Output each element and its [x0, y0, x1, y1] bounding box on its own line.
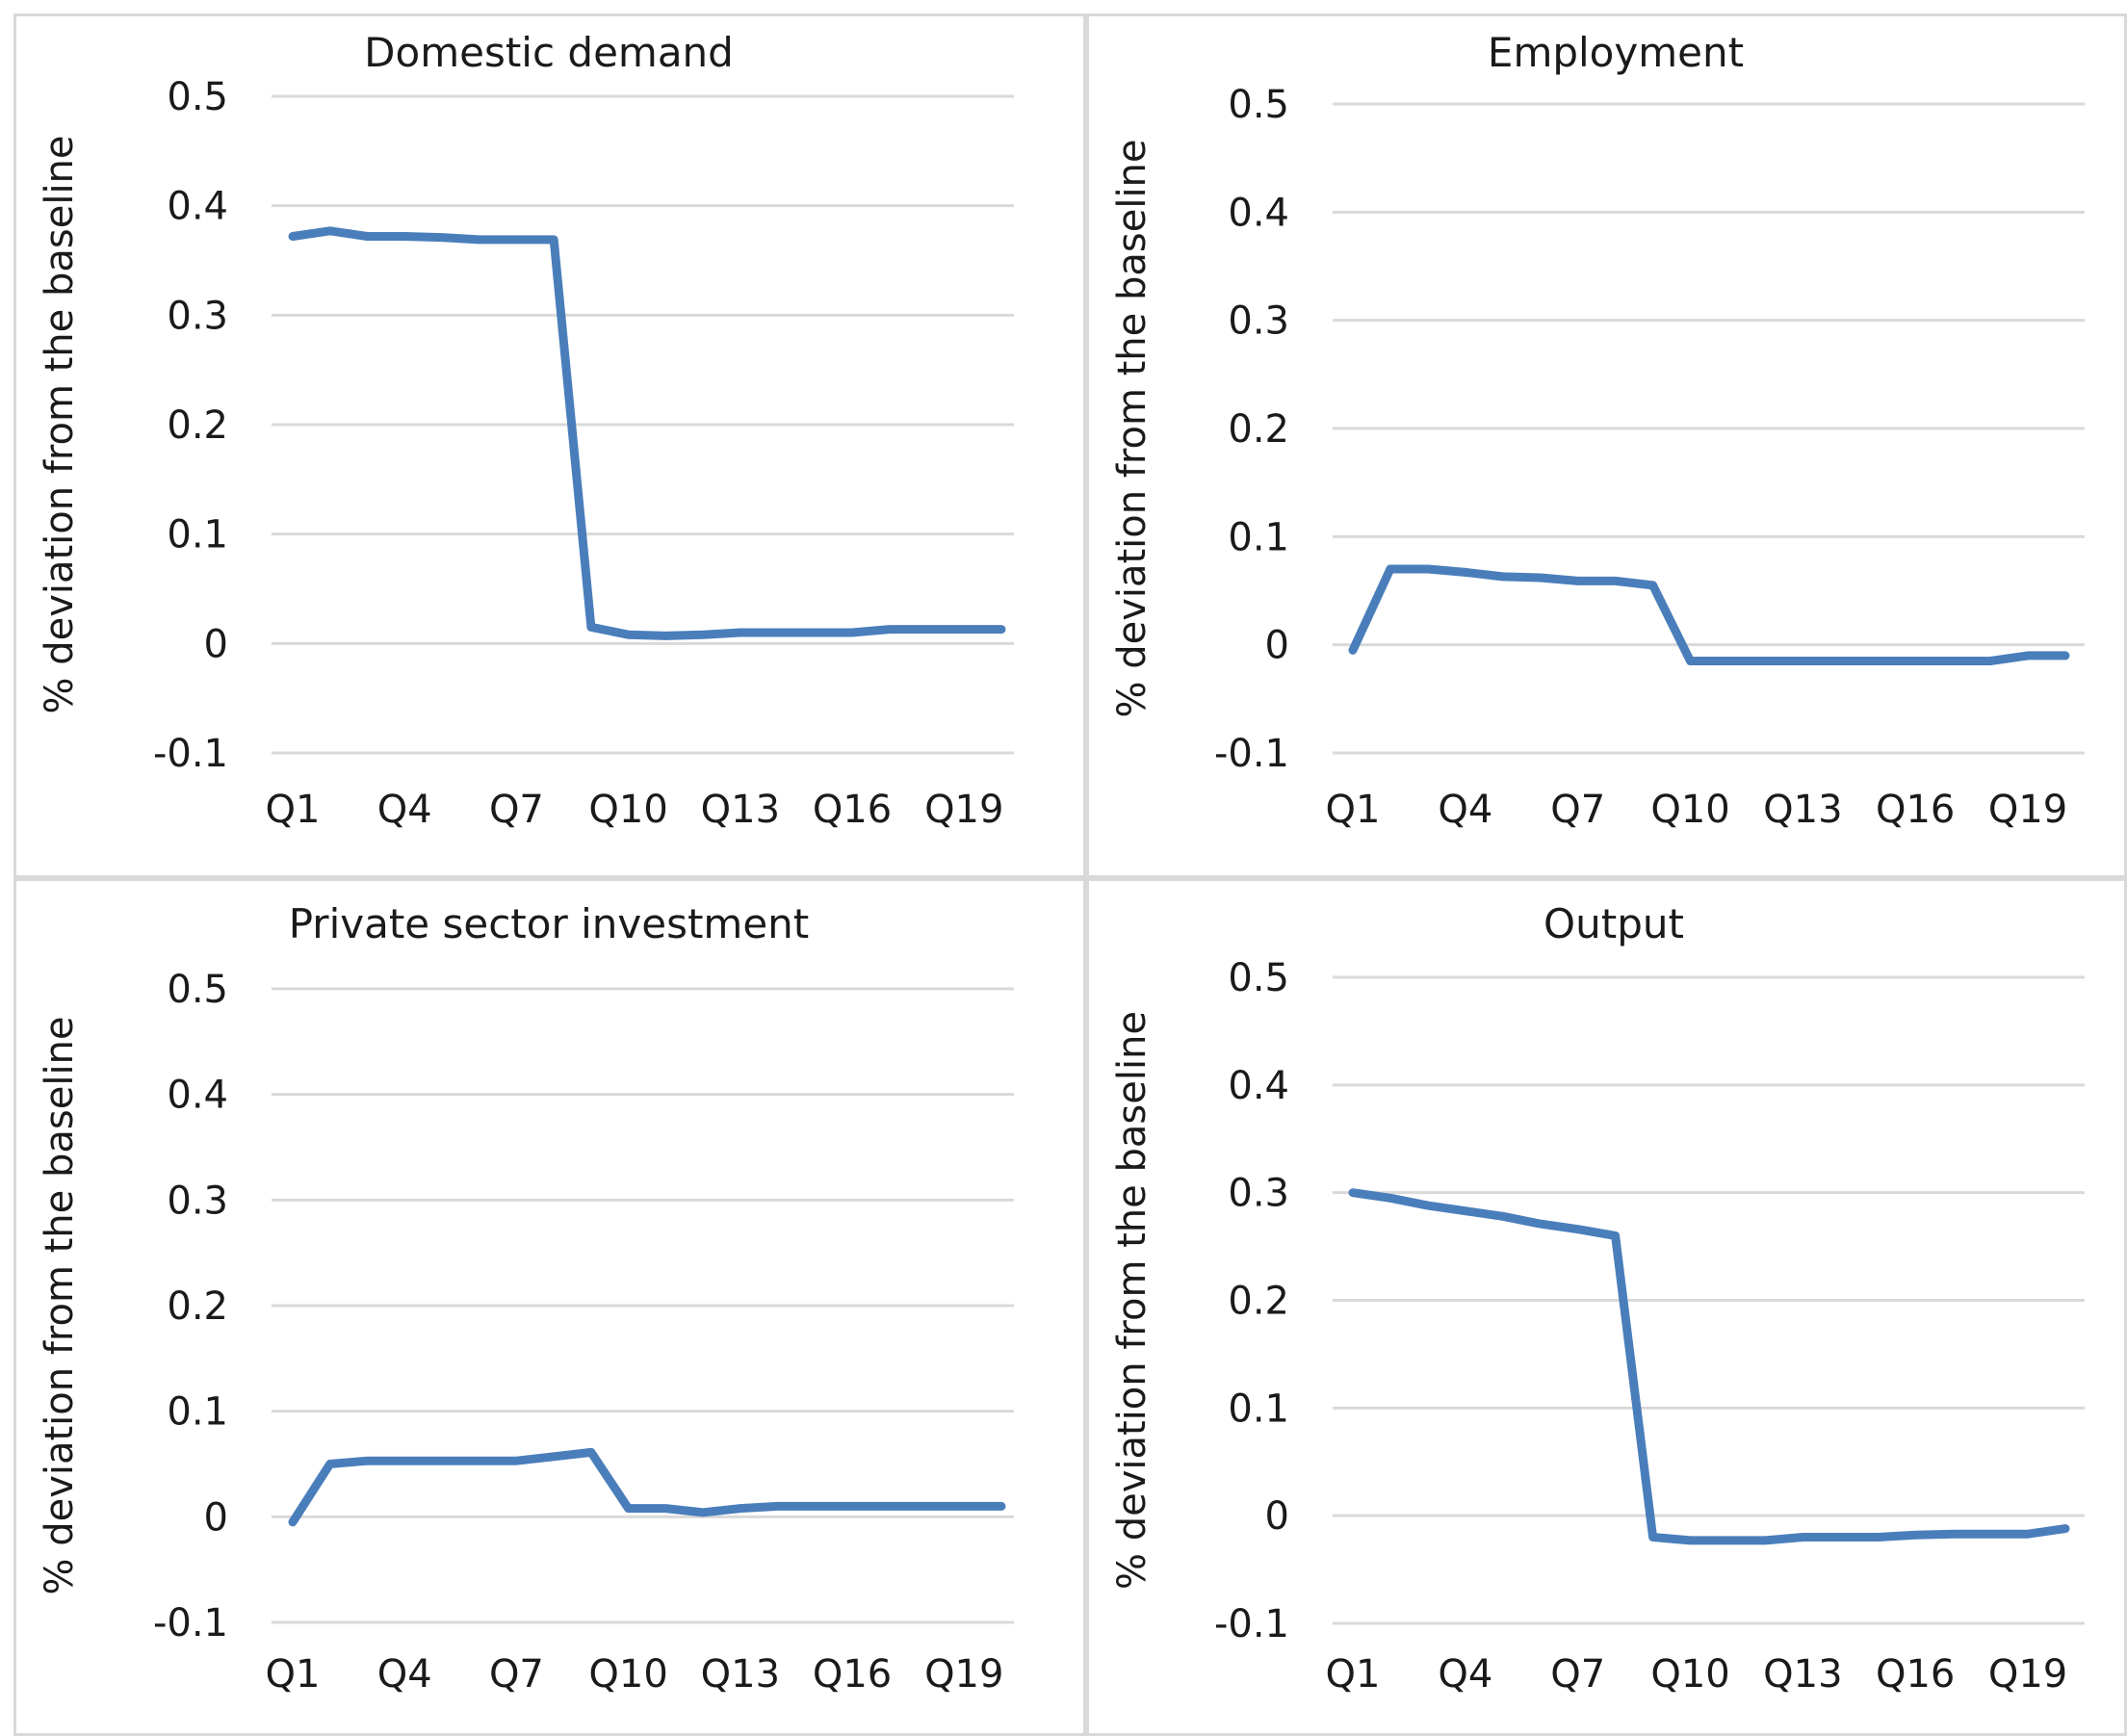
y-tick-label: 0.2: [167, 1284, 228, 1329]
x-tick-label: Q4: [377, 788, 432, 832]
y-tick-label: 0.4: [1228, 1064, 1289, 1108]
chart-svg: 0.5 0.4 0.3 0.2 0.1 0 -0.1 Q1 Q4 Q7 Q10 Q13 Q16 Q19 Pr…: [38, 900, 1014, 1697]
y-tick-label: 0.3: [167, 1179, 228, 1223]
chart-title: Private sector investment: [289, 900, 810, 947]
y-tick-label: 0.3: [167, 294, 228, 338]
y-tick-label: 0.2: [1228, 1280, 1289, 1324]
y-tick-label: 0.3: [1228, 1172, 1289, 1216]
x-tick-label: Q19: [924, 788, 1003, 832]
x-tick-label: Q4: [377, 1652, 432, 1697]
series-line: [1348, 1188, 2070, 1545]
y-tick-label: 0.4: [1228, 191, 1289, 235]
chart-panel-output: 0.5 0.4 0.3 0.2 0.1 0 -0.1 Q1 Q4 Q7 Q10 Q13 Q16 Q19 Ou…: [1086, 878, 2127, 1736]
chart-title: Domestic demand: [364, 29, 734, 76]
x-tick-label: Q13: [1763, 1652, 1842, 1697]
x-tick-label: Q10: [1650, 1652, 1729, 1697]
x-tick-label: Q13: [701, 1652, 780, 1697]
x-tick-label: Q10: [588, 788, 667, 832]
y-tick-label: -0.1: [153, 732, 228, 776]
x-tick-label: Q10: [1650, 788, 1729, 832]
series-line: [288, 226, 1006, 640]
y-tick-label: 0.5: [167, 968, 228, 1012]
x-tick-label: Q10: [588, 1652, 667, 1697]
y-tick-label: 0.2: [167, 403, 228, 448]
x-tick-label: Q7: [489, 1652, 544, 1697]
y-tick-label: 0.1: [1228, 1386, 1289, 1431]
x-tick-label: Q7: [489, 788, 544, 832]
y-axis-label: % deviation from the baseline: [1110, 1011, 1154, 1590]
x-tick-label: Q19: [924, 1652, 1003, 1697]
y-tick-label: -0.1: [1214, 1602, 1289, 1646]
y-tick-label: 0.5: [1228, 956, 1289, 1000]
x-tick-label: Q19: [1988, 788, 2067, 832]
x-tick-label: Q16: [813, 788, 892, 832]
chart-svg: 0.5 0.4 0.3 0.2 0.1 0 -0.1 Q1 Q4 Q7 Q10 Q13 Q16 Q19 Em…: [1110, 29, 2085, 832]
chart-svg: 0.5 0.4 0.3 0.2 0.1 0 -0.1 Q1 Q4 Q7 Q10 Q13 Q16 Q19 Do…: [38, 29, 1014, 832]
y-tick-label: 0.1: [167, 513, 228, 557]
y-tick-label: 0.3: [1228, 299, 1289, 344]
x-tick-label: Q16: [813, 1652, 892, 1697]
chart-svg: 0.5 0.4 0.3 0.2 0.1 0 -0.1 Q1 Q4 Q7 Q10 Q13 Q16 Q19 Ou…: [1110, 900, 2085, 1697]
y-tick-label: 0: [204, 1495, 228, 1540]
chart-panel-employment: 0.5 0.4 0.3 0.2 0.1 0 -0.1 Q1 Q4 Q7 Q10 Q13 Q16 Q19 Em…: [1086, 13, 2127, 878]
x-tick-label: Q4: [1438, 1652, 1492, 1697]
y-tick-label: 0.2: [1228, 407, 1289, 452]
chart-title: Employment: [1488, 29, 1744, 76]
series-line: [288, 1447, 1006, 1527]
chart-panel-private-sector-investment: 0.5 0.4 0.3 0.2 0.1 0 -0.1 Q1 Q4 Q7 Q10 Q13 Q16 Q19 Pr…: [13, 878, 1086, 1736]
y-tick-label: -0.1: [153, 1601, 228, 1645]
chart-panel-domestic-demand: 0.5 0.4 0.3 0.2 0.1 0 -0.1 Q1 Q4 Q7 Q10 Q13 Q16 Q19 Do…: [13, 13, 1086, 878]
x-tick-label: Q7: [1550, 788, 1605, 832]
y-tick-label: 0.5: [167, 75, 228, 119]
chart-title: Output: [1543, 900, 1684, 947]
y-tick-label: 0: [204, 622, 228, 666]
y-tick-label: 0: [1265, 1494, 1289, 1539]
x-tick-label: Q1: [1326, 1652, 1381, 1697]
y-tick-label: 0.1: [1228, 515, 1289, 559]
x-tick-label: Q1: [266, 1652, 321, 1697]
y-axis-label: % deviation from the baseline: [38, 135, 82, 713]
x-tick-label: Q13: [701, 788, 780, 832]
y-tick-label: 0.4: [167, 1074, 228, 1118]
y-tick-label: -0.1: [1214, 732, 1289, 776]
series-line: [1348, 564, 2070, 665]
y-tick-label: 0: [1265, 624, 1289, 668]
y-axis-label: % deviation from the baseline: [1110, 139, 1154, 717]
y-tick-label: 0.1: [167, 1390, 228, 1435]
x-tick-label: Q1: [1326, 788, 1381, 832]
x-tick-label: Q16: [1876, 1652, 1955, 1697]
y-tick-label: 0.4: [167, 185, 228, 229]
y-tick-label: 0.5: [1228, 83, 1289, 127]
x-tick-label: Q19: [1988, 1652, 2067, 1697]
y-axis-label: % deviation from the baseline: [38, 1016, 82, 1594]
x-tick-label: Q16: [1876, 788, 1955, 832]
x-tick-label: Q7: [1550, 1652, 1605, 1697]
x-tick-label: Q4: [1438, 788, 1492, 832]
x-tick-label: Q13: [1763, 788, 1842, 832]
x-tick-label: Q1: [266, 788, 321, 832]
